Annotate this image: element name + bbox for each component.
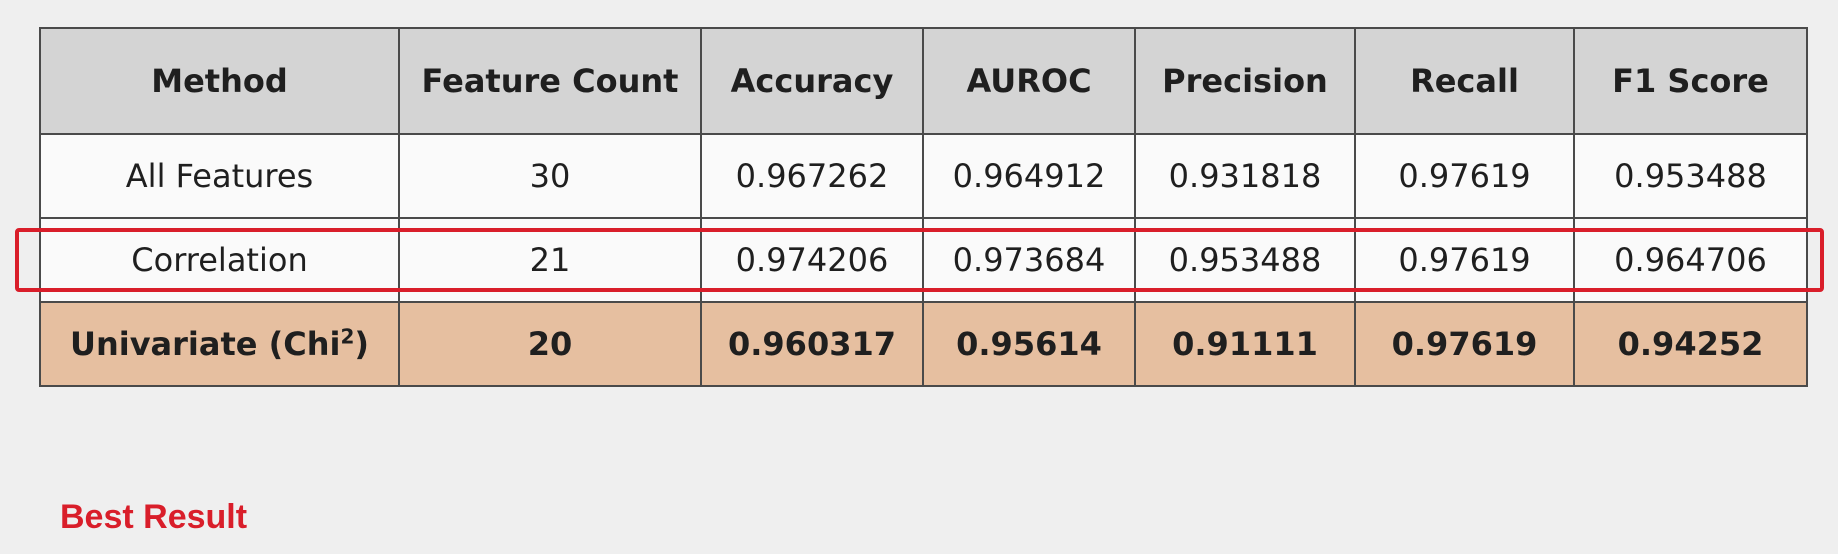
header-method: Method bbox=[39, 27, 400, 135]
header-accuracy: Accuracy bbox=[700, 27, 924, 135]
table-header: Method Feature Count Accuracy AUROC Prec… bbox=[39, 27, 1808, 135]
cell-auroc: 0.95614 bbox=[922, 301, 1136, 387]
cell-f1-score: 0.953488 bbox=[1573, 133, 1808, 219]
cell-precision: 0.91111 bbox=[1134, 301, 1356, 387]
cell-f1-score: 0.964706 bbox=[1573, 217, 1808, 303]
header-feature-count: Feature Count bbox=[398, 27, 702, 135]
cell-feature-count: 30 bbox=[398, 133, 702, 219]
cell-precision: 0.931818 bbox=[1134, 133, 1356, 219]
method-text: Univariate (Chi bbox=[69, 325, 341, 363]
best-result-label: Best Result bbox=[60, 498, 248, 536]
cell-precision: 0.953488 bbox=[1134, 217, 1356, 303]
cell-auroc: 0.973684 bbox=[922, 217, 1136, 303]
table-body: All Features 30 0.967262 0.964912 0.9318… bbox=[39, 133, 1808, 387]
cell-accuracy: 0.960317 bbox=[700, 301, 924, 387]
table-row-univariate-chi2: Univariate (Chi2) 20 0.960317 0.95614 0.… bbox=[39, 301, 1808, 387]
method-suffix: ) bbox=[354, 325, 370, 363]
method-superscript: 2 bbox=[340, 324, 355, 349]
cell-method: Univariate (Chi2) bbox=[39, 301, 400, 387]
cell-f1-score: 0.94252 bbox=[1573, 301, 1808, 387]
cell-accuracy: 0.967262 bbox=[700, 133, 924, 219]
header-recall: Recall bbox=[1354, 27, 1575, 135]
cell-recall: 0.97619 bbox=[1354, 301, 1575, 387]
cell-feature-count: 21 bbox=[398, 217, 702, 303]
cell-method: All Features bbox=[39, 133, 400, 219]
cell-accuracy: 0.974206 bbox=[700, 217, 924, 303]
cell-method: Correlation bbox=[39, 217, 400, 303]
cell-recall: 0.97619 bbox=[1354, 133, 1575, 219]
header-precision: Precision bbox=[1134, 27, 1356, 135]
header-f1-score: F1 Score bbox=[1573, 27, 1808, 135]
cell-recall: 0.97619 bbox=[1354, 217, 1575, 303]
header-auroc: AUROC bbox=[922, 27, 1136, 135]
cell-feature-count: 20 bbox=[398, 301, 702, 387]
header-row: Method Feature Count Accuracy AUROC Prec… bbox=[39, 27, 1808, 135]
table-row-correlation: Correlation 21 0.974206 0.973684 0.95348… bbox=[39, 217, 1808, 303]
table-row-all-features: All Features 30 0.967262 0.964912 0.9318… bbox=[39, 133, 1808, 219]
results-table: Method Feature Count Accuracy AUROC Prec… bbox=[39, 27, 1808, 387]
cell-auroc: 0.964912 bbox=[922, 133, 1136, 219]
